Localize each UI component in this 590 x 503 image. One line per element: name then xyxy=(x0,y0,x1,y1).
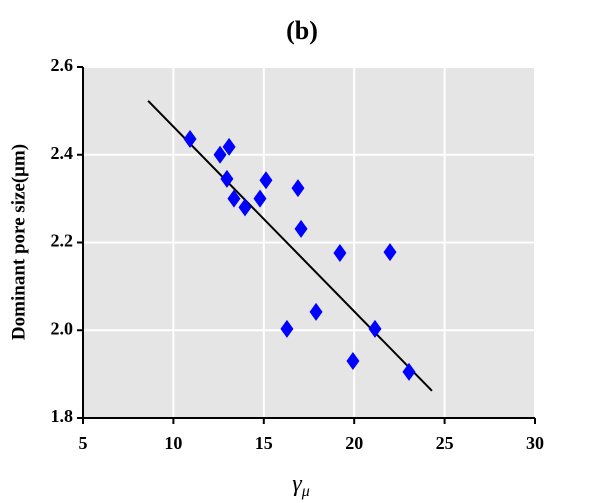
x-tick-label: 30 xyxy=(526,433,544,453)
fit-line xyxy=(147,100,433,392)
chart-title: (b) xyxy=(286,16,318,45)
point xyxy=(368,319,382,338)
point xyxy=(238,198,252,217)
point xyxy=(213,145,227,164)
point xyxy=(253,189,267,208)
point xyxy=(346,351,360,370)
point xyxy=(183,129,197,148)
x-axis-label-main: γ xyxy=(292,471,302,497)
x-tick-label: 20 xyxy=(345,433,363,453)
y-tick-label: 1.8 xyxy=(51,406,74,426)
point xyxy=(309,302,323,321)
point xyxy=(402,362,416,381)
y-tick-label: 2.0 xyxy=(51,318,74,338)
x-axis-label: γμ xyxy=(292,471,310,500)
point xyxy=(333,244,347,263)
point xyxy=(383,243,397,262)
y-tick-label: 2.4 xyxy=(51,143,74,163)
y-tick-label: 2.2 xyxy=(51,231,74,251)
point xyxy=(220,169,234,188)
x-tick-label: 15 xyxy=(255,433,273,453)
y-axis-label: Dominant pore size(μm) xyxy=(8,144,29,340)
point xyxy=(280,319,294,338)
point xyxy=(291,179,305,198)
point xyxy=(294,219,308,238)
x-tick-label: 25 xyxy=(436,433,454,453)
y-tick-label: 2.6 xyxy=(51,55,74,75)
point xyxy=(259,171,273,190)
x-tick-label: 5 xyxy=(79,433,88,453)
x-axis-label-sub: μ xyxy=(301,483,310,500)
x-tick-label: 10 xyxy=(164,433,182,453)
point xyxy=(222,137,236,156)
point xyxy=(227,189,241,208)
